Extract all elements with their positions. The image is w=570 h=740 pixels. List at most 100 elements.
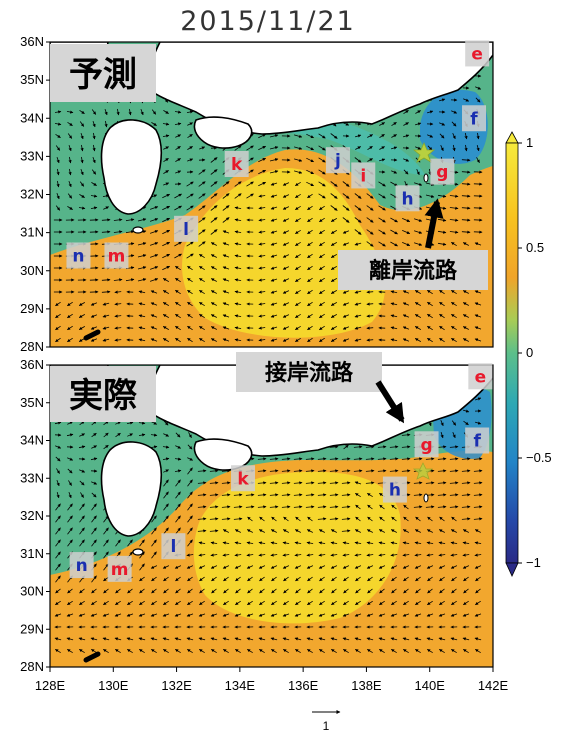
lon-label: 138E: [351, 678, 382, 693]
velocity-arrow: [367, 492, 373, 498]
velocity-arrow: [175, 265, 181, 271]
velocity-arrow: [198, 193, 206, 199]
velocity-arrow: [475, 86, 482, 90]
velocity-arrow: [270, 302, 278, 306]
velocity-arrow: [413, 182, 423, 186]
velocity-arrow: [449, 505, 459, 509]
velocity-arrow: [305, 457, 315, 461]
velocity-arrow: [269, 481, 279, 485]
velocity-arrow: [258, 314, 266, 318]
point-label-j: j: [334, 151, 341, 171]
velocity-arrow: [91, 109, 97, 115]
velocity-arrow: [307, 325, 313, 331]
point-label-box-e: [465, 40, 490, 67]
velocity-arrow: [317, 457, 327, 461]
velocity-arrow: [295, 301, 301, 307]
point-label-box-f: [462, 105, 487, 132]
velocity-arrow: [210, 266, 217, 270]
velocity-arrow: [366, 193, 374, 199]
velocity-arrow: [67, 133, 73, 139]
velocity-arrow: [67, 301, 73, 307]
velocity-arrow: [307, 301, 313, 307]
velocity-arrow: [365, 457, 375, 461]
velocity-arrow: [68, 156, 72, 164]
velocity-arrow: [234, 181, 242, 187]
point-label-box-n: [66, 242, 91, 269]
velocity-arrow: [329, 457, 339, 461]
velocity-arrow: [114, 302, 122, 306]
velocity-arrow: [353, 457, 363, 461]
velocity-arrow: [474, 242, 482, 246]
velocity-arrow: [306, 181, 314, 187]
velocity-arrow: [258, 206, 266, 210]
velocity-arrow: [151, 421, 157, 425]
point-label-m: m: [111, 560, 129, 580]
velocity-arrow: [162, 193, 170, 199]
velocity-arrow: [66, 110, 74, 114]
velocity-arrow: [198, 241, 206, 247]
velocity-arrow: [66, 433, 74, 437]
velocity-arrow: [174, 122, 182, 126]
velocity-arrow: [55, 145, 61, 151]
velocity-arrow: [390, 290, 398, 294]
velocity-arrow: [175, 432, 181, 438]
velocity-arrow: [413, 218, 423, 222]
velocity-arrow: [197, 505, 207, 509]
velocity-arrow: [186, 253, 194, 259]
velocity-arrow: [282, 194, 290, 198]
velocity-arrow: [137, 278, 147, 282]
velocity-arrow: [319, 241, 325, 247]
velocity-arrow: [162, 457, 170, 461]
velocity-arrow: [234, 206, 242, 210]
velocity-arrow: [162, 326, 169, 330]
velocity-arrow: [437, 218, 447, 222]
velocity-arrow: [341, 505, 351, 509]
velocity-arrow: [365, 445, 375, 449]
velocity-arrow: [306, 133, 314, 139]
velocity-arrow: [439, 337, 445, 343]
velocity-arrow: [174, 110, 182, 114]
velocity-arrow: [270, 338, 278, 342]
forecast-land-kyushu: [100, 119, 163, 215]
velocity-arrow: [162, 265, 170, 271]
velocity-arrow: [270, 206, 278, 210]
velocity-arrow: [175, 445, 181, 449]
velocity-arrow: [401, 457, 411, 461]
velocity-arrow: [90, 326, 98, 330]
velocity-arrow: [354, 217, 362, 223]
velocity-arrow: [258, 338, 266, 342]
velocity-arrow: [330, 302, 337, 306]
velocity-arrow: [461, 182, 471, 186]
velocity-arrow: [341, 481, 351, 485]
velocity-arrow: [187, 337, 193, 343]
velocity-arrow: [149, 278, 159, 282]
velocity-arrow: [390, 302, 398, 306]
velocity-arrow: [449, 194, 459, 198]
velocity-arrow: [138, 421, 146, 425]
velocity-arrow: [427, 337, 433, 343]
velocity-arrow: [187, 457, 193, 461]
velocity-arrow: [270, 242, 278, 246]
velocity-arrow: [174, 205, 182, 211]
velocity-arrow: [379, 504, 385, 510]
velocity-arrow: [269, 505, 279, 509]
point-label-h: h: [402, 189, 414, 209]
velocity-arrow: [258, 230, 266, 234]
velocity-arrow: [330, 326, 337, 330]
velocity-arrow: [307, 253, 313, 259]
velocity-arrow: [91, 481, 98, 485]
velocity-arrow: [162, 205, 170, 211]
velocity-arrow: [258, 302, 266, 306]
velocity-arrow: [102, 326, 110, 330]
velocity-arrow: [269, 493, 279, 497]
velocity-arrow: [449, 218, 459, 222]
velocity-arrow: [365, 469, 375, 473]
velocity-arrow: [79, 503, 85, 511]
velocity-arrow: [413, 457, 423, 461]
velocity-arrow: [149, 242, 159, 246]
velocity-arrow: [162, 122, 170, 126]
velocity-arrow: [188, 432, 192, 438]
velocity-arrow: [437, 493, 447, 497]
velocity-arrow: [222, 242, 230, 246]
velocity-arrow: [163, 146, 169, 150]
